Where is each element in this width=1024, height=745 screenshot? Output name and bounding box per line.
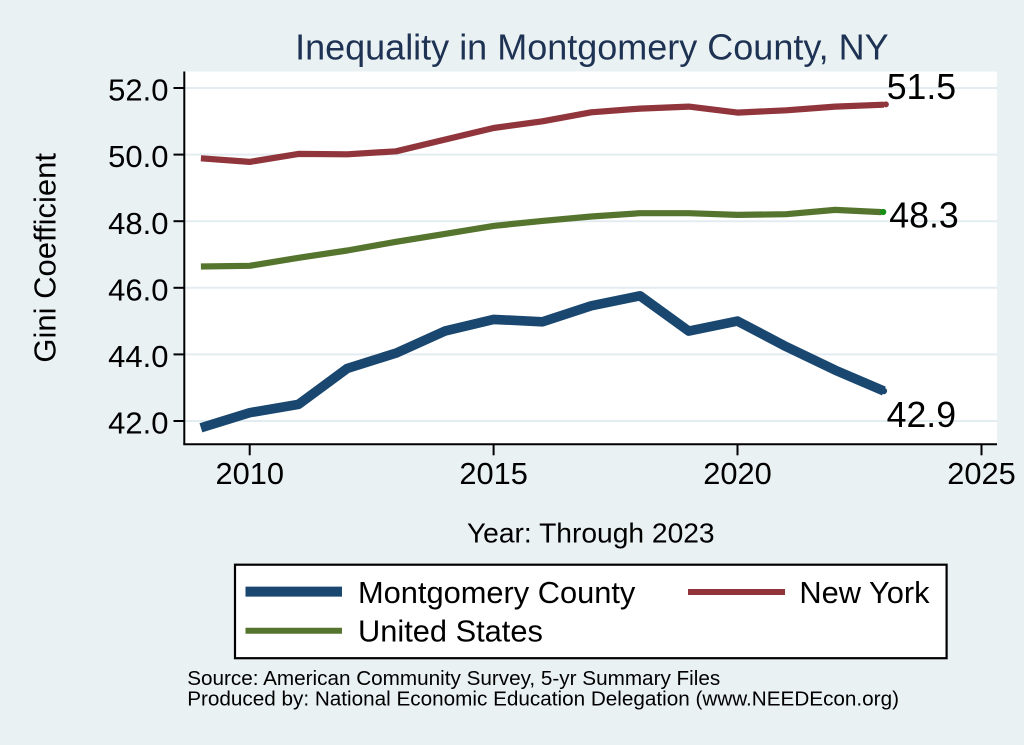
svg-text:42.9: 42.9 <box>887 395 956 435</box>
svg-text:New York: New York <box>799 575 930 610</box>
svg-text:2015: 2015 <box>459 456 528 491</box>
svg-text:Gini Coefficient: Gini Coefficient <box>28 153 63 363</box>
svg-text:51.5: 51.5 <box>887 67 956 107</box>
svg-text:Montgomery County: Montgomery County <box>358 575 636 610</box>
svg-text:2025: 2025 <box>947 456 1016 491</box>
svg-text:48.0: 48.0 <box>108 206 168 241</box>
svg-text:Year: Through 2023: Year: Through 2023 <box>467 517 715 549</box>
svg-text:Inequality in Montgomery Count: Inequality in Montgomery County, NY <box>295 27 889 68</box>
svg-text:2020: 2020 <box>703 456 772 491</box>
svg-text:50.0: 50.0 <box>108 139 168 174</box>
svg-text:44.0: 44.0 <box>108 339 168 374</box>
svg-text:46.0: 46.0 <box>108 272 168 307</box>
svg-text:42.0: 42.0 <box>108 406 168 441</box>
svg-text:48.3: 48.3 <box>889 195 958 235</box>
svg-text:Produced by: National Economic: Produced by: National Economic Education… <box>187 688 899 711</box>
svg-text:Source: American Community Sur: Source: American Community Survey, 5-yr … <box>187 667 720 690</box>
svg-text:52.0: 52.0 <box>108 73 168 108</box>
svg-text:2010: 2010 <box>215 456 284 491</box>
svg-text:United States: United States <box>358 614 543 649</box>
